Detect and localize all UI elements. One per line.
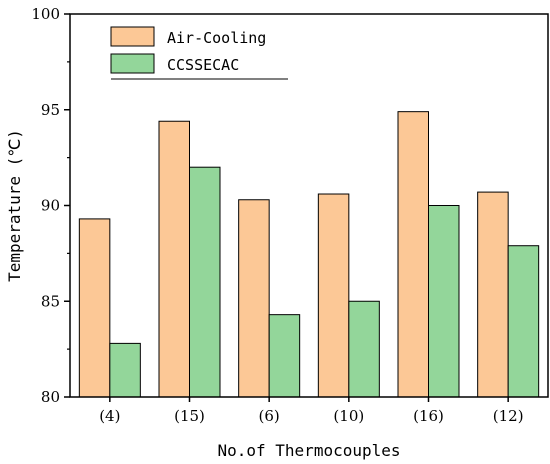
bar-air-cooling-5 xyxy=(397,111,429,398)
x-tick-label: (10) xyxy=(333,407,364,425)
bar-air-cooling-6 xyxy=(477,191,509,398)
y-axis-title: Temperature (℃) xyxy=(5,129,24,282)
bar-ccssecac-2 xyxy=(189,166,221,398)
legend-label-ccssecac: CCSSECAC xyxy=(167,56,239,74)
bar-air-cooling-4 xyxy=(317,193,350,398)
bar-ccssecac-3 xyxy=(268,314,301,398)
x-tick-label: (12) xyxy=(493,407,524,425)
bar-ccssecac-1 xyxy=(109,342,141,398)
bar-air-cooling-1 xyxy=(78,218,111,398)
legend-swatch-air-cooling xyxy=(110,26,155,47)
x-tick-label: (6) xyxy=(259,407,280,425)
x-tick-label: (15) xyxy=(174,407,205,425)
bar-ccssecac-6 xyxy=(507,245,540,398)
legend-swatch-ccssecac xyxy=(110,53,155,74)
y-axis-ticks: 80 85 90 95 100 xyxy=(31,5,70,406)
bars-layer xyxy=(78,111,540,398)
bar-air-cooling-3 xyxy=(238,199,270,398)
x-tick-label: (16) xyxy=(413,407,444,425)
bar-air-cooling-2 xyxy=(158,120,190,398)
y-tick-label: 90 xyxy=(41,197,60,215)
y-tick-label: 100 xyxy=(31,5,60,23)
x-axis-title: No.of Thermocouples xyxy=(217,441,400,460)
y-tick-label: 80 xyxy=(41,388,60,406)
x-tick-label: (4) xyxy=(99,407,120,425)
x-axis-ticks: (4) (15) (6) (10) (16) (12) xyxy=(99,397,524,425)
legend-label-air-cooling: Air-Cooling xyxy=(167,29,266,47)
y-tick-label: 85 xyxy=(41,292,60,310)
bar-ccssecac-4 xyxy=(348,300,380,398)
y-tick-label: 95 xyxy=(41,101,60,119)
bar-ccssecac-5 xyxy=(428,205,460,398)
legend: Air-Cooling CCSSECAC xyxy=(110,26,288,80)
